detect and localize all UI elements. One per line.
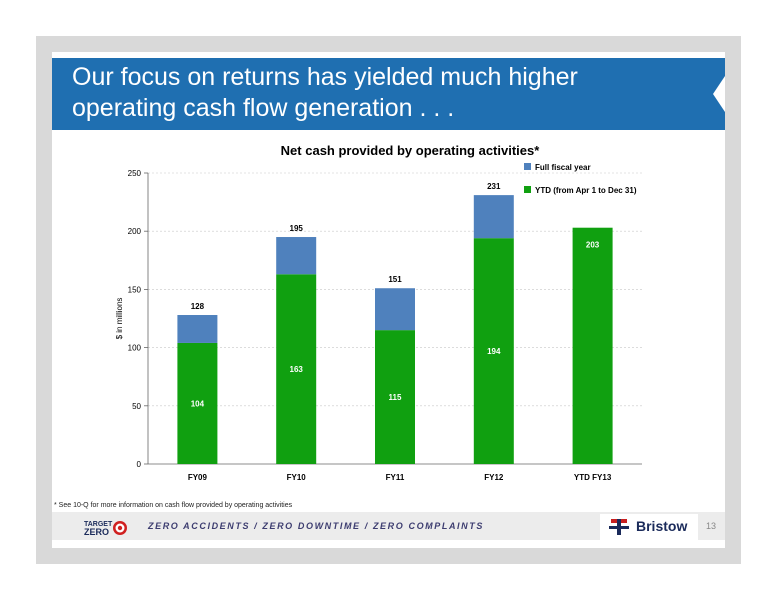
x-tick-label: YTD FY13: [574, 473, 612, 482]
x-tick-label: FY09: [188, 473, 208, 482]
banner-notch: [683, 58, 725, 130]
y-tick-label: 250: [128, 169, 142, 178]
bar-full-year-fy10: [276, 237, 317, 275]
footer-slogan: ZERO ACCIDENTS / ZERO DOWNTIME / ZERO CO…: [148, 521, 484, 531]
cash-flow-chart: Net cash provided by operating activitie…: [115, 143, 642, 482]
slide-title-line-1: Our focus on returns has yielded much hi…: [72, 63, 578, 91]
chart-title: Net cash provided by operating activitie…: [281, 143, 541, 158]
y-tick-label: 100: [128, 344, 142, 353]
bar-ytd-fy10: [276, 274, 317, 464]
x-tick-label: FY11: [386, 473, 405, 482]
legend-label: YTD (from Apr 1 to Dec 31): [535, 186, 637, 195]
ytd-data-label: 194: [487, 347, 501, 356]
y-tick-label: 50: [132, 402, 141, 411]
x-tick-label: FY12: [484, 473, 504, 482]
bar-full-year-fy09: [177, 315, 218, 343]
total-data-label: 151: [388, 275, 402, 284]
x-tick-label: FY10: [287, 473, 307, 482]
ytd-data-label: 203: [586, 241, 600, 250]
legend-swatch: [524, 163, 531, 170]
ytd-data-label: 163: [290, 365, 304, 374]
bar-ytd-fy09: [177, 342, 218, 464]
title-banner: [52, 58, 699, 130]
total-data-label: 128: [191, 302, 205, 311]
ytd-data-label: 115: [389, 393, 402, 402]
bar-full-year-fy11: [375, 288, 415, 331]
bristow-logo-text: Bristow: [636, 518, 688, 534]
y-tick-label: 0: [137, 460, 142, 469]
total-data-label: 195: [290, 224, 304, 233]
target-zero-logo: TARGET ZERO: [84, 521, 127, 537]
bristow-flag-icon: [609, 519, 629, 535]
bar-ytd-fy12: [473, 238, 514, 464]
bar-ytd-ytd-fy13: [572, 227, 613, 464]
page-number: 13: [706, 521, 717, 531]
slide-title-line-2: operating cash flow generation . . .: [72, 94, 455, 122]
slide-title: Our focus on returns has yielded much hi…: [72, 62, 692, 124]
legend-label: Full fiscal year: [535, 163, 591, 172]
ytd-data-label: 104: [191, 399, 205, 408]
bar-ytd-fy11: [375, 330, 415, 464]
y-tick-label: 200: [128, 227, 142, 236]
y-tick-label: 150: [128, 285, 142, 294]
y-axis-label: $ in millions: [115, 298, 124, 340]
target-zero-logo-line-1: TARGET: [84, 521, 113, 528]
bar-full-year-fy12: [473, 195, 514, 239]
total-data-label: 231: [487, 182, 501, 191]
footnote: * See 10-Q for more information on cash …: [54, 502, 293, 509]
target-zero-logo-line-2: ZERO: [84, 527, 109, 537]
legend-swatch: [524, 186, 531, 193]
